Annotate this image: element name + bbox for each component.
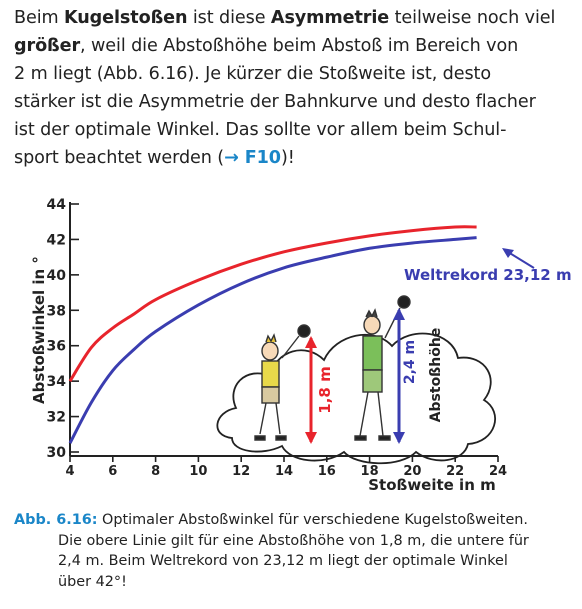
y-tick-label: 36 xyxy=(47,339,66,355)
term-kugelstossen: Kugelstoßen xyxy=(64,8,188,28)
paragraph-line: sport beachtet werden (→ F10)! xyxy=(14,148,295,168)
term-groesser: größer xyxy=(14,36,81,56)
caption-line: 2,4 m. Beim Weltrekord von 23,12 m liegt… xyxy=(58,553,508,569)
x-tick-label: 4 xyxy=(65,464,74,479)
cloud-shape xyxy=(216,332,496,465)
caption-line: Die obere Linie gilt für eine Abstoßhöhe… xyxy=(58,532,529,549)
caption-line: über 42°! xyxy=(58,573,127,590)
cross-reference-link[interactable]: → F10 xyxy=(224,148,281,168)
x-tick-label: 8 xyxy=(151,464,160,479)
term-asymmetrie: Asymmetrie xyxy=(270,8,390,28)
x-tick-label: 6 xyxy=(108,464,117,479)
x-axis-label: Stoßweite in m xyxy=(368,476,495,494)
x-tick-label: 14 xyxy=(275,464,293,479)
weltrekord-arrow xyxy=(507,251,535,269)
height-label-1: 1,8 m xyxy=(316,366,334,413)
y-tick-label: 32 xyxy=(47,410,66,426)
x-tick-label: 10 xyxy=(189,464,207,479)
x-tick-label: 24 xyxy=(489,464,507,479)
paragraph-line: ist der optimale Winkel. Das sollte vor … xyxy=(14,120,507,140)
caption-line: Abb. 6.16: Optimaler Abstoßwinkel für ve… xyxy=(14,512,528,528)
x-tick-label: 18 xyxy=(361,464,379,479)
y-tick-label: 38 xyxy=(47,303,66,319)
weltrekord-label: Weltrekord 23,12 m xyxy=(404,266,572,284)
x-tick-label: 12 xyxy=(232,464,250,479)
x-ticks: 4 6 8 10 12 14 16 18 20 22 24 xyxy=(65,456,507,479)
y-axis-label: Abstoßwinkel in ° xyxy=(30,256,48,404)
y-tick-label: 44 xyxy=(47,197,67,213)
x-tick-label: 22 xyxy=(446,464,464,479)
athlete-figure-small xyxy=(254,324,311,441)
body-paragraph: Beim Kugelstoßen ist diese Asymmetrie te… xyxy=(14,4,574,172)
y-tick-label: 42 xyxy=(47,232,66,248)
y-ticks: 30 32 34 36 38 40 42 44 xyxy=(47,197,79,461)
caption-label: Abb. 6.16: xyxy=(14,512,98,528)
y-tick-label: 34 xyxy=(47,374,67,390)
abstosshoehe-label: Abstoßhöhe xyxy=(428,328,444,423)
x-tick-label: 20 xyxy=(403,464,421,479)
figure-caption: Abb. 6.16: Optimaler Abstoßwinkel für ve… xyxy=(14,510,574,592)
athlete-figure-tall xyxy=(354,295,411,441)
x-tick-label: 16 xyxy=(318,464,336,479)
height-label-2: 2,4 m xyxy=(402,340,418,384)
y-tick-label: 30 xyxy=(47,445,67,461)
paragraph-line: stärker ist die Asymmetrie der Bahnkurve… xyxy=(14,92,536,112)
series-line-red xyxy=(68,225,477,382)
paragraph-line: größer, weil die Abstoßhöhe beim Abstoß … xyxy=(14,36,519,56)
series-line-blue xyxy=(68,236,477,444)
y-tick-label: 40 xyxy=(47,268,67,284)
weltrekord-arrowhead xyxy=(502,248,514,258)
paragraph-line: 2 m liegt (Abb. 6.16). Je kürzer die Sto… xyxy=(14,64,492,84)
paragraph-line: Beim Kugelstoßen ist diese Asymmetrie te… xyxy=(14,8,556,28)
